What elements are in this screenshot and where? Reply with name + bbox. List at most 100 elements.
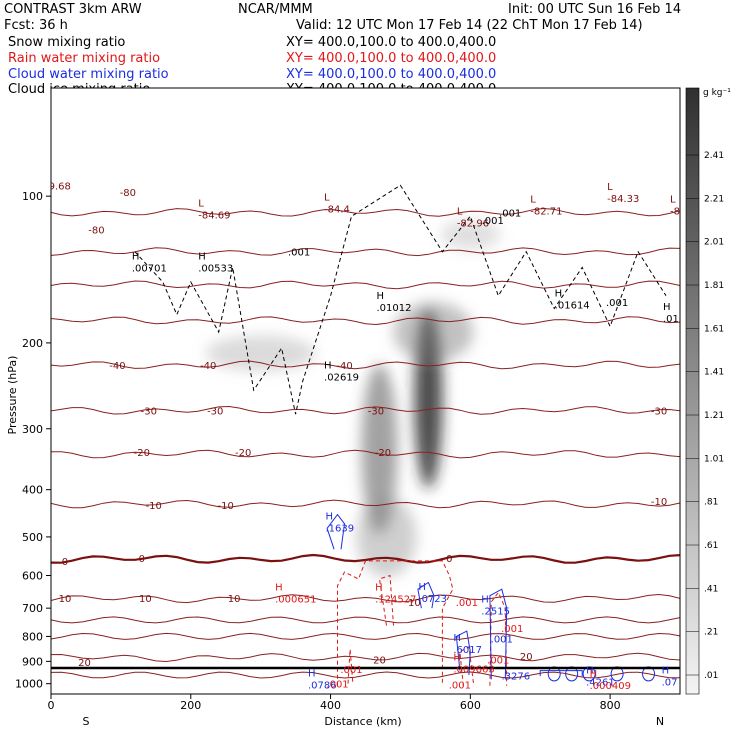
extremum-value: .0157 xyxy=(663,314,692,325)
isotherm-10 xyxy=(51,593,680,604)
extremum-marker: H xyxy=(453,633,461,644)
field-name-cloudwater: Cloud water mixing ratio xyxy=(8,67,169,82)
extremum-value: .01614 xyxy=(555,300,590,311)
extremum-marker: H xyxy=(308,668,316,679)
colorbar-levels: 2.41 2.21 2.01 1.81 1.61 1.41 1.21 1.01 .81 .61 .4… xyxy=(686,151,724,681)
colorbar-level-label: .21 xyxy=(704,628,718,638)
x-tick-label: 800 xyxy=(600,699,621,712)
extremum-marker: H xyxy=(376,291,384,302)
isotherm-lower xyxy=(51,616,680,624)
extremum-value: .6017 xyxy=(453,645,482,656)
isotherm-m80 xyxy=(51,207,680,217)
extremum-value: .124527 xyxy=(375,594,416,605)
isotherm-m10 xyxy=(51,499,680,509)
snow-anvil-right xyxy=(440,219,501,250)
isotherm-m20 xyxy=(51,449,680,459)
y-tick-label: 800 xyxy=(22,630,43,643)
y-axis: 100 200 300 400 500 600 700 800 900 1000 xyxy=(15,190,51,691)
rain-contour xyxy=(347,649,354,684)
extremum-marker: L xyxy=(198,198,204,209)
extremum-marker: H xyxy=(586,665,594,676)
colorbar-level-label: 1.01 xyxy=(704,454,724,464)
field-xy-rain: XY= 400.0,100.0 to 400.0,400.0 xyxy=(286,51,496,66)
isotherm-m50 xyxy=(51,316,680,326)
extremum-value: -84.69 xyxy=(198,210,230,221)
extremum-marker: L xyxy=(457,206,463,217)
south-label: S xyxy=(83,715,90,728)
y-tick-label: 100 xyxy=(22,190,43,203)
isotherm-label: 20 xyxy=(78,658,91,669)
y-tick-label: 700 xyxy=(22,602,43,615)
contour-value-label: .001 xyxy=(340,665,362,676)
isotherm-label: -20 xyxy=(235,448,251,459)
extremum-marker: H xyxy=(662,665,670,676)
isotherm-label: 0 xyxy=(139,554,145,565)
extremum-marker: H xyxy=(418,582,426,593)
isotherm-label: -30 xyxy=(207,406,223,417)
colorbar-level-label: .81 xyxy=(704,498,718,508)
colorbar-level-label: 1.21 xyxy=(704,411,724,421)
colorbar-level-label: .61 xyxy=(704,541,718,551)
contour-labels: 69.68 -80 -80 -40 -40 -40 -30 -30 -30 -30 -20 -20 -2… xyxy=(51,181,692,692)
rain-contour xyxy=(337,560,454,686)
isotherm-label: -40 xyxy=(336,361,352,372)
isotherm-label: -10 xyxy=(218,501,234,512)
extremum-value: -82.71 xyxy=(530,206,562,217)
extremum-value: .000651 xyxy=(275,594,316,605)
contour-value-label: .001 xyxy=(326,680,348,691)
isotherm-label: 20 xyxy=(520,652,533,663)
extremum-value: -82.96 xyxy=(457,218,489,229)
extremum-value: .01012 xyxy=(376,303,411,314)
contour-value-label: .001 xyxy=(456,598,478,609)
temperature-contours xyxy=(51,207,680,679)
colorbar-level-label: 2.21 xyxy=(704,194,724,204)
extremum-marker: H xyxy=(663,302,671,313)
isotherm-m60 xyxy=(51,280,680,290)
snow-shading xyxy=(205,219,501,577)
extremum-marker: H xyxy=(198,251,206,262)
extremum-value: .00701 xyxy=(132,263,167,274)
cloud-water-contour xyxy=(455,630,471,676)
extremum-marker: L xyxy=(607,182,613,193)
extremum-value: -84.33 xyxy=(607,194,639,205)
extremum-marker: H xyxy=(590,669,598,680)
contour-value-label: .001 xyxy=(482,216,504,227)
cloud-water-contour xyxy=(539,670,583,677)
extremum-value: .1639 xyxy=(325,524,354,535)
x-tick-label: 200 xyxy=(180,699,201,712)
init-time: Init: 00 UTC Sun 16 Feb 14 xyxy=(508,2,681,17)
isotherm-20 xyxy=(51,652,680,663)
extremum-marker: H xyxy=(375,582,383,593)
field-xy-cloudwater: XY= 400.0,100.0 to 400.0,400.0 xyxy=(286,67,496,82)
extremum-marker: L xyxy=(670,194,676,205)
isotherm-label: 10 xyxy=(408,598,421,609)
y-tick-label: 300 xyxy=(22,423,43,436)
isotherm-m30 xyxy=(51,405,680,415)
isotherm-label: 0 xyxy=(446,554,452,565)
extremum-marker: H xyxy=(275,582,283,593)
cloud-ice-contour xyxy=(134,184,667,415)
colorbar-ramp xyxy=(685,87,700,695)
isotherm-label: 20 xyxy=(373,655,386,666)
contour-value-label: .001 xyxy=(449,681,471,692)
extremum-marker: H xyxy=(481,594,489,605)
cloud-water-contour xyxy=(489,588,508,680)
colorbar-level-label: .01 xyxy=(704,671,718,681)
north-label: N xyxy=(656,715,664,728)
contour-value-label: .001 xyxy=(501,624,523,635)
extremum-value: .0723 xyxy=(418,594,447,605)
colorbar-level-label: 1.41 xyxy=(704,368,724,378)
cloud-water-contour xyxy=(417,581,435,609)
institution-label: NCAR/MMM xyxy=(238,2,313,17)
contour-value-label: .3276 xyxy=(501,671,530,682)
contour-value-label: .001 xyxy=(499,208,521,219)
plot-background xyxy=(51,88,680,694)
isotherm-label: 0 xyxy=(62,557,68,568)
isotherm-label: 10 xyxy=(228,594,241,605)
model-title: CONTRAST 3km ARW xyxy=(4,2,142,17)
snow-core-left xyxy=(361,363,398,534)
y-tick-label: 900 xyxy=(22,655,43,668)
colorbar-unit: g kg⁻¹ xyxy=(703,88,731,98)
contour-value-label: .001 xyxy=(491,635,513,646)
extremum-value: .00533 xyxy=(198,263,233,274)
